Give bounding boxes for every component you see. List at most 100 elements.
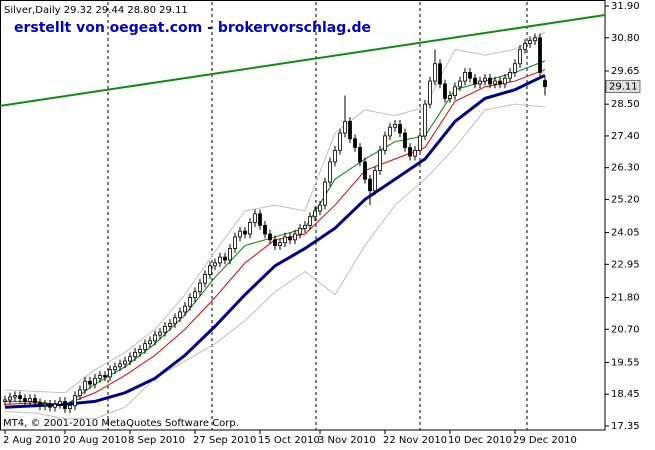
candle-body	[13, 395, 17, 398]
candle-body	[318, 204, 322, 212]
candle-body	[133, 351, 137, 358]
candle-body	[428, 80, 432, 105]
candle-body	[448, 95, 452, 99]
indicator-line	[4, 73, 546, 409]
candle-body	[98, 375, 102, 379]
candle-body	[128, 356, 132, 362]
candle-body	[473, 77, 477, 85]
candle-body	[353, 138, 357, 148]
y-tick-label: 31.90	[611, 1, 640, 12]
candle-body	[413, 149, 417, 157]
y-tick-label: 26.30	[611, 163, 640, 174]
candle-body	[63, 401, 67, 410]
x-tick-label: 8 Sep 2010	[128, 435, 185, 446]
candle-body	[178, 311, 182, 319]
candle-body	[53, 403, 57, 408]
candle-body	[273, 239, 277, 246]
candle-body	[143, 343, 147, 350]
candle-body	[533, 37, 537, 42]
x-tick-label: 27 Sep 2010	[193, 435, 256, 446]
candle-body	[478, 80, 482, 85]
y-tick-label: 28.50	[611, 99, 640, 110]
x-tick-label: 2 Aug 2010	[3, 435, 61, 446]
candle-body	[193, 291, 197, 298]
y-tick-label: 29.65	[611, 66, 640, 77]
candle-body	[298, 227, 302, 235]
candle-body	[463, 72, 467, 82]
candle-body	[488, 77, 492, 85]
candle-body	[188, 297, 192, 307]
x-tick-label: 10 Dec 2010	[448, 435, 512, 446]
candle-body	[443, 83, 447, 99]
candle-body	[138, 349, 142, 353]
candle-body	[113, 366, 117, 371]
y-tick-label: 25.20	[611, 194, 640, 205]
candle-body	[368, 178, 372, 192]
x-tick-label: 29 Dec 2010	[513, 435, 577, 446]
y-tick-label: 21.80	[611, 293, 640, 304]
candle-body	[93, 377, 97, 385]
candle-body	[228, 248, 232, 261]
candle-body	[433, 63, 437, 82]
candle-body	[283, 236, 287, 244]
candle-body	[3, 399, 7, 402]
candle-body	[243, 230, 247, 235]
candle-body	[278, 242, 282, 246]
candle-body	[503, 77, 507, 85]
candle-body	[423, 103, 427, 137]
candle-body	[58, 401, 62, 405]
candle-body	[108, 369, 112, 378]
candle-body	[258, 213, 262, 226]
x-tick-label: 3 Nov 2010	[318, 435, 376, 446]
trendline	[0, 13, 606, 107]
candle-body	[103, 375, 107, 378]
candle-body	[383, 135, 387, 151]
y-tick-label: 18.45	[611, 389, 640, 400]
candle-body	[163, 325, 167, 333]
x-tick-label: 15 Oct 2010	[258, 435, 320, 446]
candle-body	[388, 126, 392, 137]
candle-body	[18, 395, 22, 399]
candle-body	[508, 72, 512, 79]
candle-body	[378, 149, 382, 171]
annotation: erstellt von oegeat.com - brokervorschla…	[14, 20, 371, 36]
candle-body	[218, 256, 222, 264]
candle-body	[398, 123, 402, 134]
candle-body	[528, 40, 532, 44]
candle-body	[168, 323, 172, 327]
candle-body	[73, 395, 77, 407]
y-tick-label: 24.05	[611, 228, 640, 239]
x-tick-label: 22 Nov 2010	[383, 435, 447, 446]
price-tag	[605, 80, 641, 93]
candle-body	[393, 123, 397, 128]
candle-body	[303, 224, 307, 229]
candle-body	[358, 147, 362, 163]
candle-body	[153, 334, 157, 342]
candle-body	[313, 210, 317, 218]
candle-body	[483, 77, 487, 82]
candle-body	[408, 147, 412, 157]
candle-body	[33, 398, 37, 404]
candle-body	[223, 256, 227, 261]
candle-body	[518, 48, 522, 65]
candle-body	[513, 63, 517, 73]
candle-body	[208, 265, 212, 275]
y-tick-label: 30.80	[611, 33, 640, 44]
period-separators	[107, 2, 528, 430]
candle-body	[253, 213, 257, 223]
candle-body	[373, 170, 377, 192]
y-tick-label: 27.40	[611, 131, 640, 142]
candle-body	[268, 233, 272, 241]
candle-body	[498, 80, 502, 85]
candle-body	[493, 80, 497, 85]
candle-body	[23, 398, 27, 402]
candle-body	[28, 398, 32, 402]
candle-body	[203, 274, 207, 284]
footer: MT4, © 2001-2010 MetaQuotes Software Cor…	[3, 418, 239, 429]
candle-body	[78, 389, 82, 397]
price-tag-label: 29.11	[609, 82, 638, 93]
candle-body	[158, 331, 162, 336]
candle-body	[123, 360, 127, 365]
candle-body	[323, 181, 327, 206]
